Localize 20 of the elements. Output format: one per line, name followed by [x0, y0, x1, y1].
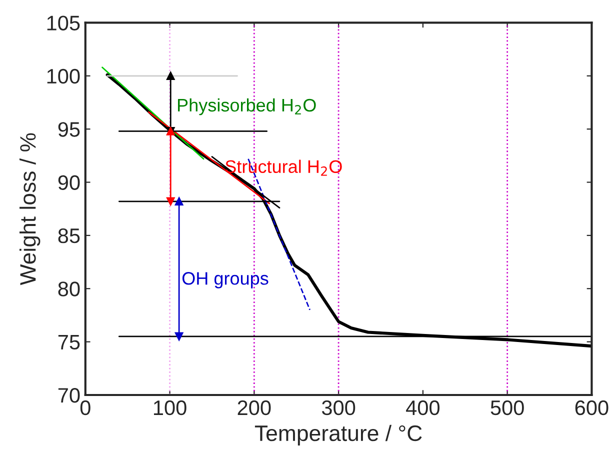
y-tick-label: 80	[58, 282, 80, 296]
y-tick-label: 100	[47, 68, 80, 84]
x-tick-label: 200	[238, 400, 271, 416]
y-tick-label: 95	[58, 122, 80, 137]
y-tick-label: 90	[58, 175, 80, 190]
y-tick-label: 75	[58, 335, 80, 350]
y-tick-label: 105	[47, 16, 80, 30]
x-tick-label: 400	[406, 400, 440, 416]
y-tick-label: 70	[58, 388, 80, 403]
x-axis-title: Temperature / °C	[254, 424, 422, 446]
x-tick-label: 500	[490, 400, 524, 416]
annotation: Physisorbed H$_{2}$O	[178, 98, 316, 116]
annotation: Structural H$_{2}$O	[225, 160, 342, 176]
x-tick-label: 600	[575, 400, 608, 416]
x-tick-label: 0	[80, 400, 90, 416]
y-tick-label: 85	[58, 228, 80, 244]
annotation: OH groups	[182, 272, 268, 288]
y-axis-title: Weight loss / %	[20, 133, 40, 286]
x-tick-label: 100	[154, 400, 186, 416]
x-tick-label: 300	[322, 400, 356, 416]
